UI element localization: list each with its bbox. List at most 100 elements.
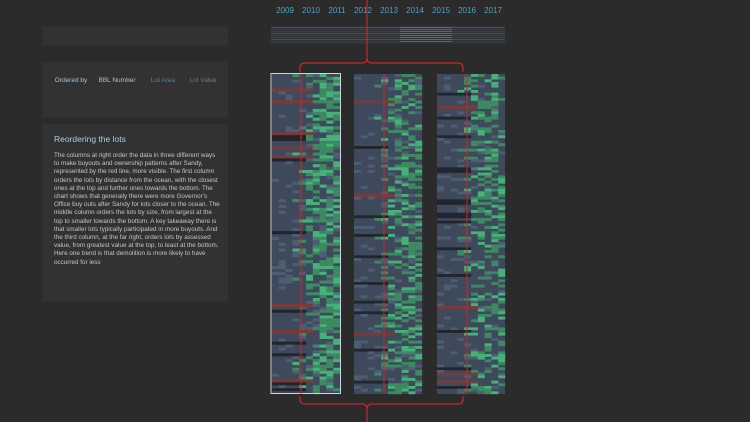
- order-option-lot-area[interactable]: Lot Area: [150, 77, 176, 84]
- lot-cell: [437, 380, 444, 384]
- lot-cell: [319, 149, 327, 153]
- lot-cell: [477, 84, 485, 88]
- lot-cell: [354, 255, 361, 259]
- lot-cell: [464, 327, 472, 331]
- lot-cell: [415, 84, 423, 88]
- lot-cell: [401, 151, 409, 155]
- lot-cell: [354, 340, 361, 344]
- lot-cell: [299, 100, 307, 104]
- lot-cell: [394, 330, 402, 333]
- lot-cell: [408, 231, 416, 235]
- lot-cell: [491, 76, 499, 80]
- lot-cell: [333, 97, 341, 101]
- lot-cell: [415, 124, 423, 128]
- lot-cell: [292, 190, 300, 194]
- lot-cell: [354, 162, 361, 165]
- ordering-panel: Ordered by BBL Number Lot Area Lot Value: [42, 62, 228, 118]
- lot-cell: [299, 231, 307, 235]
- lot-cell: [278, 379, 286, 383]
- lot-cell: [401, 330, 409, 333]
- lot-cell: [437, 215, 444, 219]
- order-option-lot-value[interactable]: Lot Value: [189, 77, 217, 84]
- lot-cell: [415, 106, 423, 109]
- column-lot-size[interactable]: [354, 74, 423, 395]
- lot-cell: [415, 143, 423, 147]
- lot-cell: [381, 362, 389, 365]
- lot-cell: [333, 318, 341, 322]
- lot-cell: [437, 167, 444, 171]
- lot-cell: [437, 364, 444, 368]
- lot-cell: [292, 362, 300, 366]
- lot-cell: [326, 321, 334, 325]
- lot-cell: [388, 212, 395, 216]
- lot-cell: [326, 266, 334, 270]
- lot-cell: [415, 236, 423, 240]
- lot-cell: [401, 378, 409, 381]
- lot-cell: [312, 111, 320, 115]
- lot-cell: [312, 239, 320, 243]
- lot-cell: [415, 380, 423, 384]
- lot-cell: [306, 367, 313, 371]
- lot-cell: [484, 370, 492, 373]
- lot-cell: [401, 215, 409, 219]
- lot-cell: [299, 108, 307, 113]
- lot-cell: [464, 167, 472, 171]
- lot-cell: [408, 364, 416, 368]
- lot-cell: [457, 92, 465, 96]
- lot-cell: [408, 247, 416, 251]
- lot-cell: [498, 244, 506, 248]
- lot-cell: [498, 284, 506, 288]
- column-distance-from-ocean[interactable]: [272, 74, 341, 395]
- lot-cell: [450, 306, 458, 309]
- lot-cell: [278, 114, 286, 118]
- lot-cell: [415, 298, 423, 301]
- lot-cell: [319, 263, 327, 267]
- year-label-2010: 2010: [302, 6, 320, 15]
- lot-cell: [394, 138, 402, 141]
- lot-cell: [415, 146, 423, 149]
- lot-cell: [484, 388, 492, 392]
- lot-cell: [484, 327, 492, 331]
- lot-cell: [484, 119, 492, 123]
- lot-cell: [381, 79, 389, 83]
- lot-cell: [401, 92, 409, 96]
- lot-cell: [306, 260, 313, 264]
- lot-cell: [285, 231, 293, 235]
- lot-cell: [408, 250, 416, 253]
- lot-cell: [401, 90, 409, 93]
- lot-cell: [437, 106, 444, 109]
- lot-cell: [464, 306, 472, 309]
- lot-cell: [374, 255, 382, 259]
- lot-cell: [464, 268, 472, 272]
- lot-cell: [306, 283, 313, 287]
- lot-cell: [312, 74, 320, 78]
- lot-cell: [491, 74, 499, 77]
- lot-cell: [408, 127, 416, 131]
- lot-cell: [326, 175, 334, 179]
- lot-cell: [299, 341, 307, 345]
- lot-cell: [464, 170, 472, 173]
- lot-cell: [415, 364, 423, 368]
- lot-cell: [388, 386, 395, 389]
- lot-cell: [388, 108, 395, 112]
- column-assessed-value[interactable]: [437, 74, 506, 395]
- lot-cell: [450, 386, 458, 389]
- lot-cell: [278, 210, 286, 214]
- lot-cell: [354, 76, 361, 80]
- lot-cell: [457, 167, 465, 171]
- lot-cell: [319, 184, 327, 188]
- lot-cell: [484, 210, 492, 213]
- lot-cell: [333, 114, 341, 118]
- lot-cell: [408, 252, 416, 256]
- lot-cell: [401, 140, 409, 144]
- lot-cell: [394, 351, 402, 355]
- overview-strip[interactable]: [271, 26, 505, 44]
- lot-cell: [367, 311, 375, 315]
- lot-cell: [415, 204, 423, 208]
- lot-cell: [388, 130, 395, 133]
- order-option-bbl-number[interactable]: BBL Number: [98, 77, 136, 84]
- lot-cell: [319, 379, 327, 383]
- lot-cell: [408, 316, 416, 320]
- lot-cell: [319, 140, 327, 145]
- lot-cell: [394, 175, 402, 179]
